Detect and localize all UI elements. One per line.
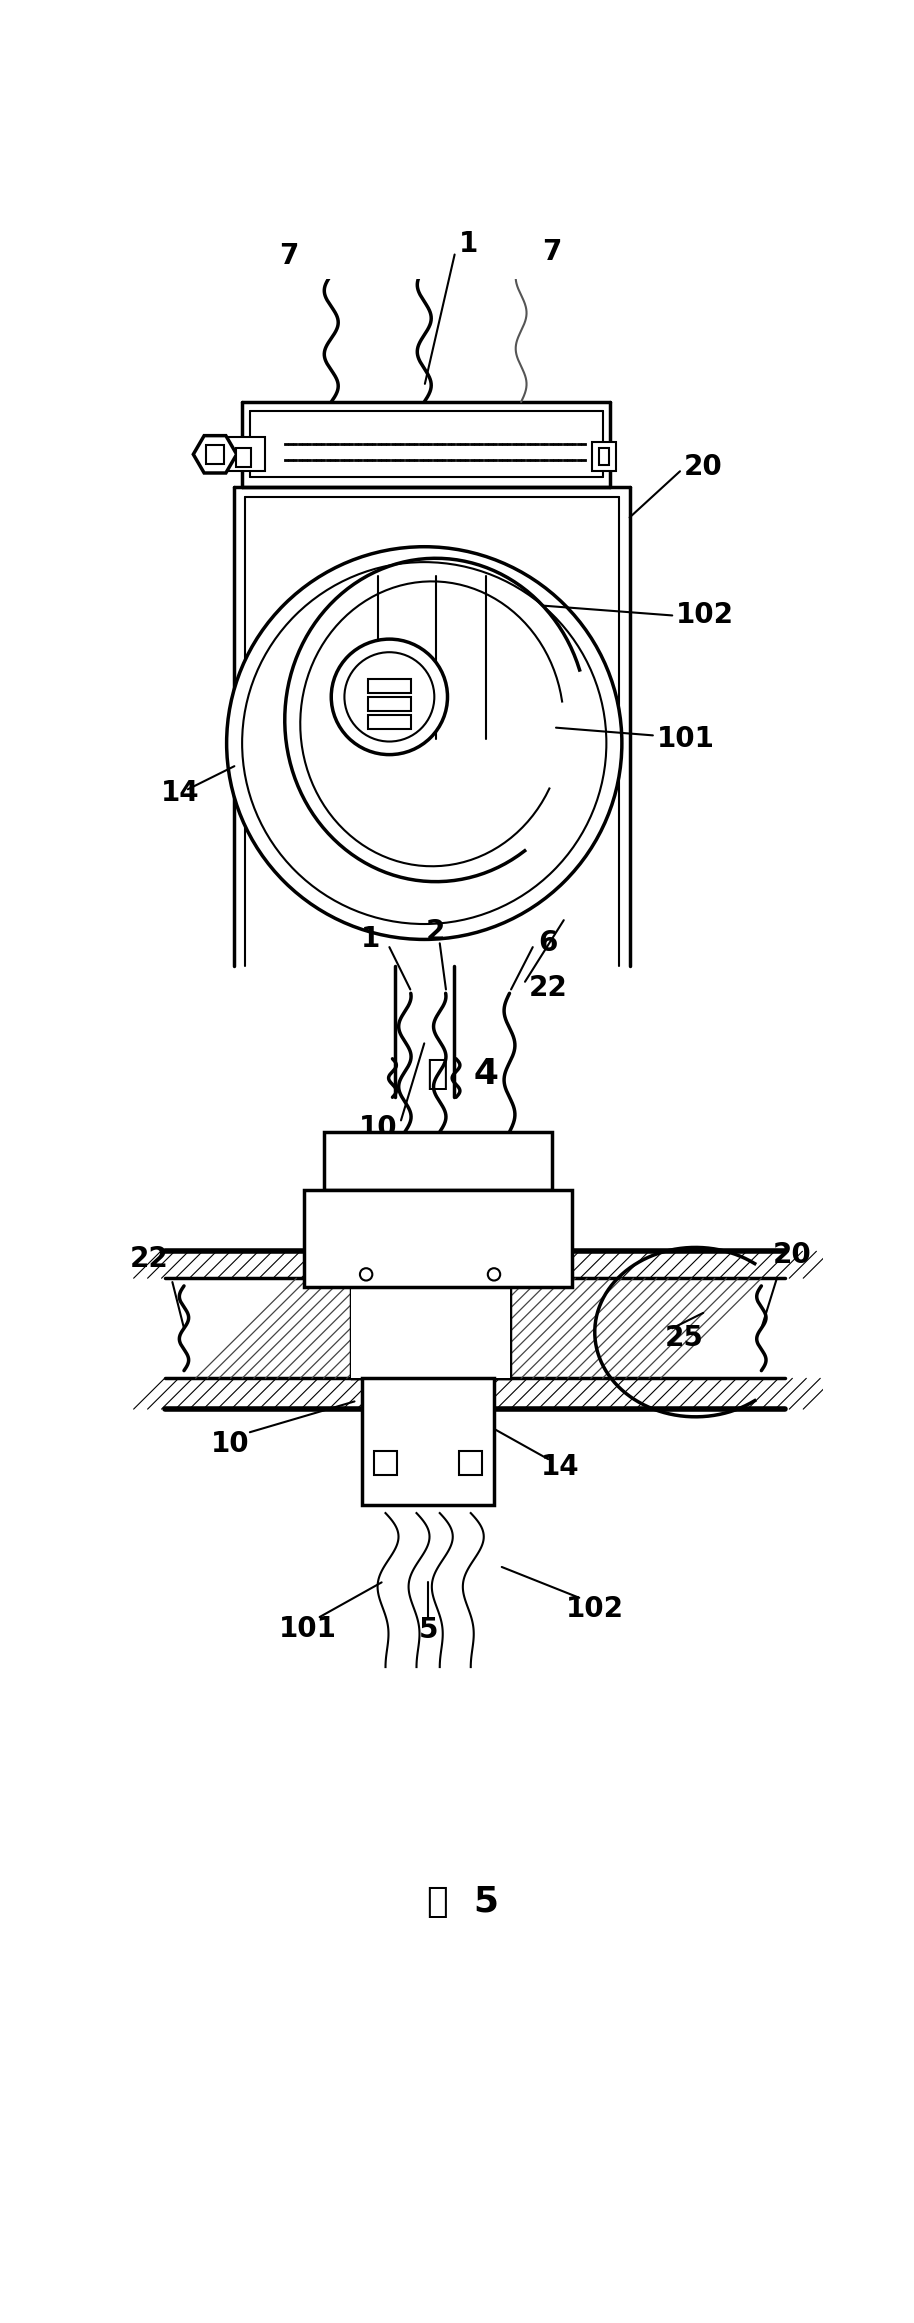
Bar <box>367 715 411 729</box>
Text: 101: 101 <box>657 725 715 753</box>
Circle shape <box>331 639 448 755</box>
Bar <box>324 1131 552 1189</box>
Text: 1: 1 <box>360 925 379 952</box>
Bar <box>592 441 616 472</box>
Text: 25: 25 <box>664 1324 703 1352</box>
Text: 102: 102 <box>676 602 734 630</box>
Bar <box>351 1278 509 1378</box>
Text: 6: 6 <box>538 929 558 957</box>
Text: 10: 10 <box>211 1429 250 1459</box>
Circle shape <box>227 546 622 938</box>
Bar <box>362 1378 494 1505</box>
Bar <box>227 437 265 472</box>
Text: 20: 20 <box>684 453 723 481</box>
Text: 1: 1 <box>459 230 478 258</box>
Bar <box>459 1452 483 1475</box>
Circle shape <box>345 653 434 741</box>
Circle shape <box>360 1268 372 1280</box>
Text: 2: 2 <box>426 918 445 945</box>
Text: 14: 14 <box>540 1452 579 1480</box>
Text: 14: 14 <box>161 778 199 806</box>
Text: 图  4: 图 4 <box>427 1057 499 1092</box>
Text: 10: 10 <box>358 1115 397 1143</box>
Bar <box>165 1378 784 1410</box>
Bar <box>304 1189 571 1287</box>
Bar <box>367 678 411 692</box>
Text: 22: 22 <box>130 1245 168 1273</box>
Text: 22: 22 <box>529 973 568 1001</box>
Text: 20: 20 <box>773 1240 812 1268</box>
Bar <box>165 1252 784 1278</box>
Text: 图  5: 图 5 <box>427 1884 499 1919</box>
Bar <box>374 1452 397 1475</box>
Bar <box>367 697 411 711</box>
Text: 101: 101 <box>279 1614 337 1642</box>
Bar <box>206 446 224 465</box>
Bar <box>236 448 251 467</box>
Bar <box>599 448 610 465</box>
Text: 7: 7 <box>542 237 562 265</box>
Text: 7: 7 <box>279 242 298 269</box>
Text: 5: 5 <box>419 1617 438 1645</box>
Circle shape <box>488 1268 500 1280</box>
Text: 102: 102 <box>566 1596 623 1624</box>
